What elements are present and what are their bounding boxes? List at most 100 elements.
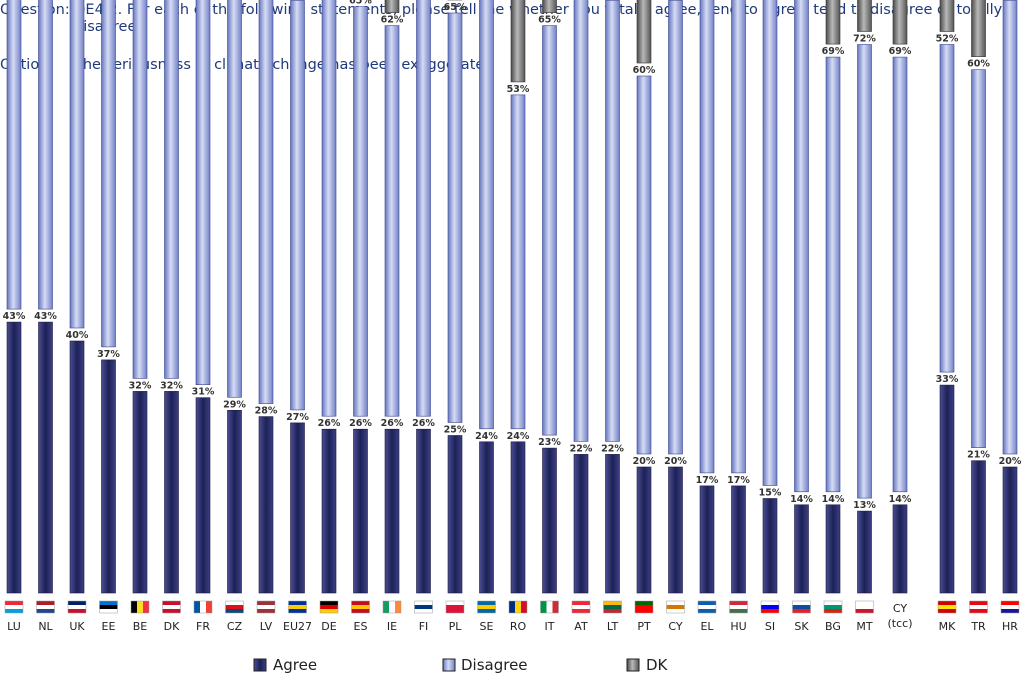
category-label-fr: FR <box>196 620 210 633</box>
bar-dk-pt <box>636 0 652 64</box>
flag-mt <box>855 600 874 614</box>
bar-disagree-mk <box>939 44 955 373</box>
label-agree-pt: 20% <box>633 456 656 467</box>
bar-disagree-de <box>321 0 337 417</box>
bar-agree-bg <box>825 504 841 594</box>
bar-dk-cy-tcc <box>892 0 908 45</box>
category-label-pt: PT <box>637 620 651 633</box>
bar-dk-it <box>542 0 557 13</box>
bar-disagree-si <box>762 0 778 486</box>
bar-agree-sk <box>794 504 809 594</box>
label-agree-ro: 24% <box>507 431 530 442</box>
label-disagree-mt: 72% <box>853 34 876 45</box>
bar-agree-fi <box>416 428 431 594</box>
bar-agree-el <box>699 485 715 594</box>
label-agree-fi: 26% <box>412 418 435 429</box>
label-agree-eu27: 27% <box>286 412 309 423</box>
bar-agree-cz <box>227 409 242 594</box>
bar-agree-mt <box>857 510 872 594</box>
bar-disagree-it <box>542 25 557 436</box>
flag-ro <box>508 600 528 614</box>
category-label-si: SI <box>765 620 775 633</box>
bar-dk-ie <box>384 0 400 13</box>
flag-bg <box>823 600 843 614</box>
flag-fi <box>414 600 433 614</box>
category-label-hu: HU <box>730 620 746 633</box>
bar-agree-ro <box>510 441 526 594</box>
bar-agree-ee <box>101 359 116 594</box>
category-label-dk: DK <box>164 620 180 633</box>
bar-disagree-ro <box>510 94 526 430</box>
bar-disagree-hu <box>731 0 746 474</box>
bar-agree-tr <box>971 460 986 594</box>
bar-disagree-pt <box>636 75 652 455</box>
legend: Agree Disagree DK <box>253 656 669 674</box>
legend-label-disagree: Disagree <box>461 656 528 674</box>
category-label-tr: TR <box>970 620 986 633</box>
bar-agree-fr <box>195 397 211 594</box>
legend-label-agree: Agree <box>273 656 317 674</box>
label-agree-lv: 28% <box>255 406 278 417</box>
category-label-cy: CY <box>668 620 682 633</box>
label-agree-be: 32% <box>129 380 152 391</box>
flag-pl <box>445 600 465 614</box>
bar-disagree-eu27 <box>290 0 305 411</box>
flag-el <box>697 600 717 614</box>
label-disagree-mk: 52% <box>936 34 959 45</box>
bar-disagree-mt <box>857 44 872 499</box>
bar-disagree-nl <box>38 0 53 310</box>
label-agree-se: 24% <box>475 431 498 442</box>
bar-disagree-se <box>479 0 494 430</box>
flag-cz <box>225 600 244 614</box>
bars-layer <box>6 0 1018 594</box>
bar-disagree-es <box>353 6 368 417</box>
label-agree-pl: 25% <box>444 425 467 436</box>
flag-it <box>540 600 559 614</box>
category-label-ee: EE <box>102 620 116 633</box>
label-agree-uk: 40% <box>66 330 89 341</box>
flag-de <box>319 600 339 614</box>
label-agree-mk: 33% <box>936 374 959 385</box>
label-disagree-ro: 53% <box>507 84 530 95</box>
category-label-lt: LT <box>607 620 619 633</box>
category-label-ie: IE <box>387 620 397 633</box>
category-label-be: BE <box>133 620 148 633</box>
flag-uk <box>67 600 87 614</box>
label-disagree-tr: 60% <box>967 59 990 70</box>
label-agree-at: 22% <box>570 443 593 454</box>
bar-agree-pt <box>636 466 652 594</box>
label-disagree-ie: 62% <box>381 15 404 26</box>
label-agree-fr: 31% <box>192 387 215 398</box>
bar-agree-at <box>573 454 589 594</box>
label-agree-ie: 26% <box>381 418 404 429</box>
category-label-fi: FI <box>419 620 429 633</box>
label-agree-dk: 32% <box>160 380 183 391</box>
label-agree-cy-tcc: 14% <box>889 494 912 505</box>
category-label-cy-tcc-sub: (tcc) <box>888 617 913 630</box>
category-label-it: IT <box>545 620 555 633</box>
bar-dk-tr <box>971 0 986 57</box>
bar-dk-ro <box>510 0 526 83</box>
label-agree-tr: 21% <box>967 450 990 461</box>
category-label-pl: PL <box>449 620 463 633</box>
flag-si <box>760 600 780 614</box>
category-label-cz: CZ <box>227 620 243 633</box>
flag-pt <box>634 600 654 614</box>
label-agree-es: 26% <box>349 418 372 429</box>
category-label-es: ES <box>354 620 368 633</box>
bar-agree-it <box>542 447 557 594</box>
bar-agree-cy-tcc <box>892 504 908 594</box>
legend-label-dk: DK <box>646 656 669 674</box>
flag-lt <box>603 600 622 614</box>
bar-dk-mt <box>857 0 872 32</box>
category-label-lu: LU <box>7 620 21 633</box>
category-label-lv: LV <box>260 620 273 633</box>
category-label-nl: NL <box>38 620 53 633</box>
flag-be <box>130 600 150 614</box>
label-disagree-es: 65% <box>349 0 372 7</box>
bar-agree-lt <box>605 454 620 594</box>
bar-agree-uk <box>69 340 85 594</box>
category-label-mt: MT <box>856 620 872 633</box>
flag-ee <box>99 600 118 614</box>
category-label-mk: MK <box>939 620 956 633</box>
